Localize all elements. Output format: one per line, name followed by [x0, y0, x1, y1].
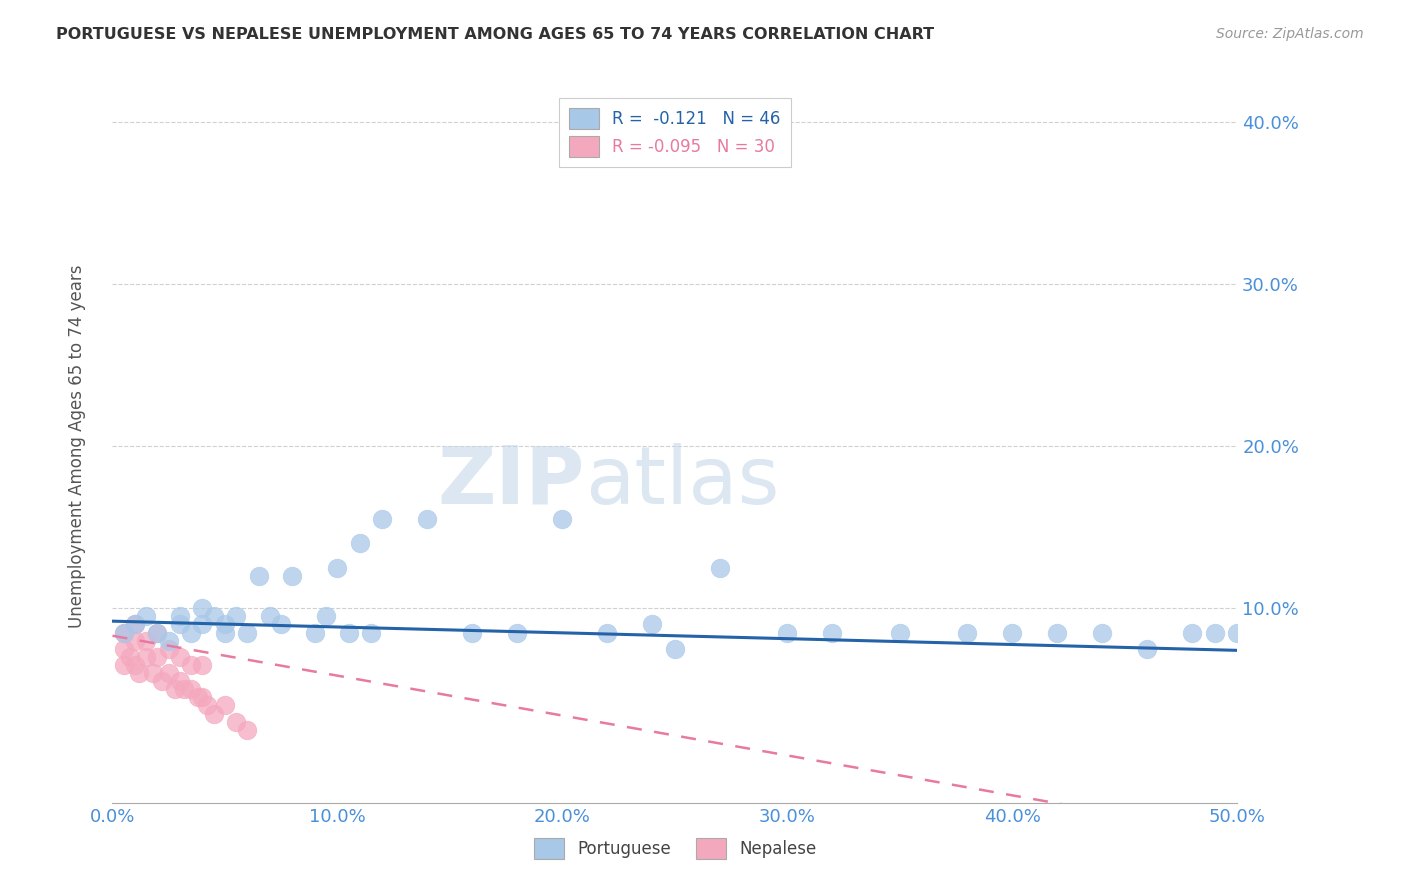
Point: [169, 617, 191, 632]
Point: [187, 690, 209, 705]
Point: [169, 609, 191, 624]
Point: [270, 617, 292, 632]
Point: [135, 609, 157, 624]
Point: [326, 560, 349, 574]
Point: [191, 690, 214, 705]
Point: [191, 601, 214, 615]
Point: [214, 617, 236, 632]
Point: [247, 568, 270, 582]
Point: [416, 512, 439, 526]
Point: [169, 674, 191, 689]
Point: [146, 625, 169, 640]
Point: [124, 617, 146, 632]
Text: PORTUGUESE VS NEPALESE UNEMPLOYMENT AMONG AGES 65 TO 74 YEARS CORRELATION CHART: PORTUGUESE VS NEPALESE UNEMPLOYMENT AMON…: [56, 27, 935, 42]
Point: [112, 625, 135, 640]
Point: [124, 657, 146, 672]
Point: [191, 617, 214, 632]
Text: Source: ZipAtlas.com: Source: ZipAtlas.com: [1216, 27, 1364, 41]
Point: [551, 512, 574, 526]
Legend: Portuguese, Nepalese: Portuguese, Nepalese: [527, 831, 823, 866]
Point: [157, 633, 180, 648]
Point: [889, 625, 911, 640]
Point: [709, 560, 731, 574]
Text: ZIP: ZIP: [437, 442, 585, 521]
Point: [135, 633, 157, 648]
Point: [128, 666, 150, 681]
Point: [150, 674, 173, 689]
Point: [236, 723, 259, 737]
Point: [195, 698, 218, 713]
Point: [1046, 625, 1069, 640]
Point: [1001, 625, 1024, 640]
Point: [112, 657, 135, 672]
Point: [315, 609, 337, 624]
Point: [112, 625, 135, 640]
Point: [157, 641, 180, 656]
Point: [142, 666, 165, 681]
Point: [1181, 625, 1204, 640]
Point: [1136, 641, 1159, 656]
Point: [1091, 625, 1114, 640]
Point: [1226, 625, 1249, 640]
Point: [641, 617, 664, 632]
Text: Unemployment Among Ages 65 to 74 years: Unemployment Among Ages 65 to 74 years: [69, 264, 86, 628]
Point: [281, 568, 304, 582]
Point: [574, 147, 596, 161]
Point: [337, 625, 360, 640]
Point: [1204, 625, 1226, 640]
Point: [349, 536, 371, 550]
Point: [173, 682, 195, 697]
Point: [506, 625, 529, 640]
Point: [120, 649, 142, 664]
Point: [214, 625, 236, 640]
Point: [821, 625, 844, 640]
Point: [124, 617, 146, 632]
Point: [157, 666, 180, 681]
Point: [664, 641, 686, 656]
Point: [180, 625, 202, 640]
Point: [135, 649, 157, 664]
Point: [146, 625, 169, 640]
Point: [191, 657, 214, 672]
Point: [214, 698, 236, 713]
Point: [360, 625, 382, 640]
Point: [146, 649, 169, 664]
Point: [956, 625, 979, 640]
Point: [225, 609, 247, 624]
Point: [304, 625, 326, 640]
Point: [112, 641, 135, 656]
Point: [180, 657, 202, 672]
Point: [180, 682, 202, 697]
Point: [202, 706, 225, 721]
Point: [124, 633, 146, 648]
Point: [169, 649, 191, 664]
Point: [165, 682, 187, 697]
Point: [259, 609, 281, 624]
Point: [202, 609, 225, 624]
Point: [461, 625, 484, 640]
Point: [596, 625, 619, 640]
Point: [776, 625, 799, 640]
Point: [225, 714, 247, 729]
Point: [236, 625, 259, 640]
Text: atlas: atlas: [585, 442, 779, 521]
Point: [371, 512, 394, 526]
